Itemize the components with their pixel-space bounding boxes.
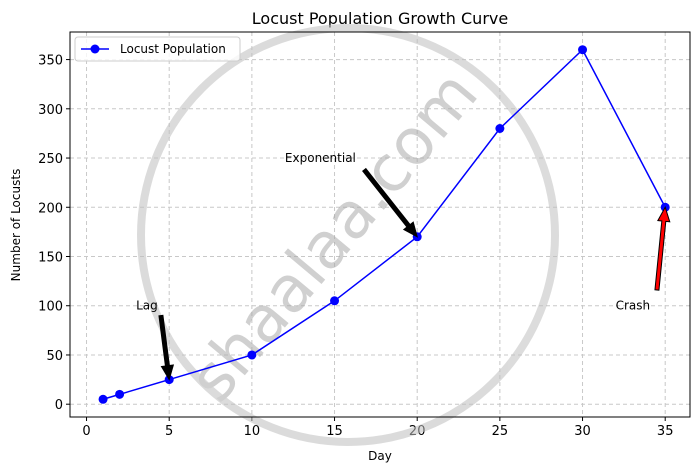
x-tick-label: 30 xyxy=(574,424,591,439)
data-point xyxy=(115,389,125,399)
y-tick-label: 150 xyxy=(38,251,63,266)
x-axis-label: Day xyxy=(368,449,392,463)
annotation-arrow xyxy=(654,206,671,291)
y-tick-label: 350 xyxy=(38,54,63,69)
legend: Locust Population xyxy=(74,36,241,62)
watermark-circle xyxy=(137,24,559,446)
annotation-label: Exponential xyxy=(285,151,356,165)
data-point xyxy=(98,394,108,404)
y-tick-label: 0 xyxy=(55,398,63,413)
y-tick-label: 300 xyxy=(38,103,63,118)
x-tick-label: 35 xyxy=(657,424,674,439)
legend-label: Locust Population xyxy=(120,42,226,56)
x-tick-label: 25 xyxy=(492,424,509,439)
plot-frame xyxy=(69,31,691,418)
annotation-label: Lag xyxy=(136,299,158,313)
chart-title: Locust Population Growth Curve xyxy=(252,9,508,28)
x-tick-label: 5 xyxy=(165,424,173,439)
data-point xyxy=(247,350,257,360)
y-tick-label: 250 xyxy=(38,152,63,167)
watermark: shaalaa.com xyxy=(137,24,559,446)
y-tick-label: 100 xyxy=(38,300,63,315)
x-tick-label: 0 xyxy=(82,424,90,439)
y-axis-label: Number of Locusts xyxy=(9,169,23,282)
annotation-arrow xyxy=(362,167,418,238)
watermark-text: shaalaa.com xyxy=(175,57,492,415)
data-point xyxy=(578,45,588,55)
x-tick-label: 10 xyxy=(244,424,261,439)
x-tick-label: 15 xyxy=(326,424,343,439)
y-tick-label: 50 xyxy=(46,349,63,364)
annotation-arrow xyxy=(158,314,175,381)
y-tick-label: 200 xyxy=(38,201,63,216)
annotation-label: Crash xyxy=(616,299,651,313)
legend-marker xyxy=(90,44,100,54)
data-point xyxy=(330,296,340,306)
data-point xyxy=(495,123,505,133)
